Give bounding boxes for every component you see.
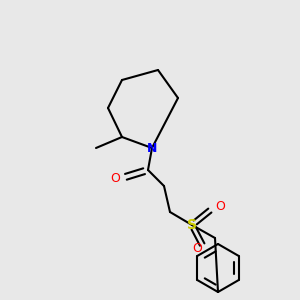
Text: O: O	[110, 172, 120, 184]
Text: O: O	[192, 242, 202, 254]
Text: O: O	[215, 200, 225, 212]
Text: N: N	[147, 142, 157, 154]
Text: S: S	[187, 218, 197, 232]
